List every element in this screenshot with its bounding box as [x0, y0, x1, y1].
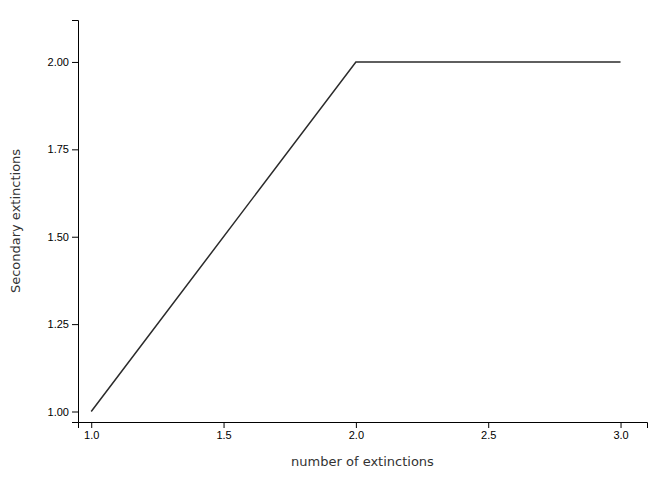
- chart: 1.0 1.5 2.0 2.5 3.0 1.00 1.25 1.50 1.75 2.00 numbe…: [0, 0, 672, 480]
- y-tick: 1.00: [48, 406, 78, 418]
- y-tick-mark: [72, 412, 78, 413]
- line: [91, 62, 620, 412]
- x-tick: 2.0: [349, 422, 364, 441]
- y-tick-mark: [72, 324, 78, 325]
- y-tick-mark: [72, 237, 78, 238]
- y-tick-label: 1.00: [48, 406, 69, 418]
- y-axis-line: [72, 21, 79, 423]
- y-tick-label: 1.25: [48, 318, 69, 330]
- x-tick: 1.0: [84, 422, 99, 441]
- y-axis-title: Secondary extinctions: [8, 149, 23, 293]
- plot-area: [91, 62, 620, 412]
- x-axis-line: [79, 423, 648, 429]
- y-tick-label: 1.75: [48, 143, 69, 155]
- y-axis: 1.00 1.25 1.50 1.75 2.00: [48, 21, 79, 423]
- x-tick: 1.5: [216, 422, 231, 441]
- x-tick-label: 1.0: [84, 429, 99, 441]
- y-tick: 1.75: [48, 143, 78, 155]
- x-axis-title: number of extinctions: [291, 454, 434, 469]
- x-axis: 1.0 1.5 2.0 2.5 3.0: [79, 422, 648, 441]
- y-tick-label: 2.00: [48, 56, 69, 68]
- x-tick-mark: [356, 422, 357, 428]
- y-tick: 1.50: [48, 231, 78, 243]
- y-tick: 1.25: [48, 318, 78, 330]
- x-tick-mark: [91, 422, 92, 428]
- x-tick-label: 3.0: [613, 429, 628, 441]
- y-tick: 2.00: [48, 56, 78, 68]
- x-tick-label: 2.0: [349, 429, 364, 441]
- chart-container: 1.0 1.5 2.0 2.5 3.0 1.00 1.25 1.50 1.75 2.00 numbe…: [0, 0, 672, 480]
- x-tick-label: 2.5: [481, 429, 496, 441]
- y-tick-mark: [72, 149, 78, 150]
- x-tick: 3.0: [613, 422, 628, 441]
- x-tick: 2.5: [481, 422, 496, 441]
- x-tick-mark: [621, 422, 622, 428]
- y-tick-label: 1.50: [48, 231, 69, 243]
- y-tick-mark: [72, 62, 78, 63]
- x-tick-label: 1.5: [216, 429, 231, 441]
- x-tick-mark: [224, 422, 225, 428]
- x-tick-mark: [488, 422, 489, 428]
